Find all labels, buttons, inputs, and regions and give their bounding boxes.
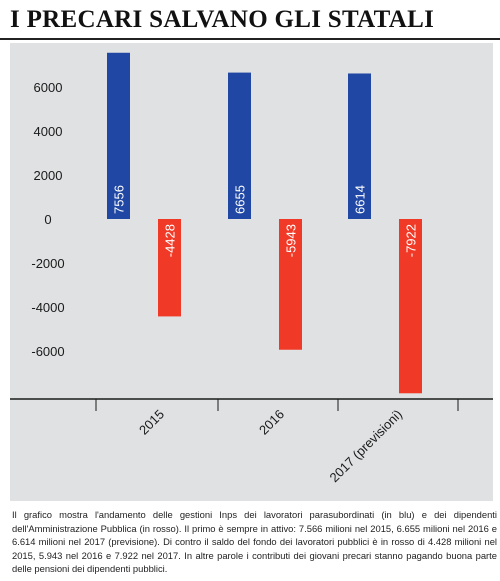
data-label: 7556	[112, 185, 127, 214]
y-tick-label: 6000	[34, 80, 63, 95]
chart-panel: 6000 4000 2000 0 -2000 -4000 -6000 7556 6655 661…	[10, 43, 493, 501]
y-tick-label: 0	[44, 212, 51, 227]
y-tick-label: -4000	[31, 300, 64, 315]
bar-chart: 6000 4000 2000 0 -2000 -4000 -6000 7556 6655 661…	[10, 52, 493, 486]
data-label: -4428	[163, 224, 178, 257]
chart-title: I PRECARI SALVANO GLI STATALI	[10, 6, 435, 33]
chart-caption: Il grafico mostra l'andamento delle gest…	[12, 509, 497, 574]
data-label: -5943	[284, 224, 299, 257]
bars-group: 7556 6655 6614 -4428 -5943 -7922	[107, 52, 422, 394]
title-divider	[0, 38, 500, 40]
x-axis: 2015 2016 2017 (previsioni)	[10, 398, 493, 486]
positive-bar-2015	[107, 52, 130, 219]
positive-bar-2016	[228, 72, 251, 219]
data-label: 6614	[353, 185, 368, 214]
y-tick-label: 2000	[34, 168, 63, 183]
data-label: 6655	[233, 185, 248, 214]
x-tick-label: 2015	[136, 407, 167, 438]
data-label: -7922	[404, 224, 419, 257]
positive-bar-2017	[348, 73, 371, 219]
y-tick-label: -6000	[31, 344, 64, 359]
y-axis-ticks: 6000 4000 2000 0 -2000 -4000 -6000	[31, 80, 64, 359]
y-tick-label: -2000	[31, 256, 64, 271]
x-tick-label: 2017 (previsioni)	[327, 407, 406, 486]
negative-bar-2016	[279, 219, 302, 350]
negative-bar-2017	[399, 219, 422, 394]
x-tick-label: 2016	[256, 407, 287, 438]
y-tick-label: 4000	[34, 124, 63, 139]
negative-bar-2015	[158, 219, 181, 317]
